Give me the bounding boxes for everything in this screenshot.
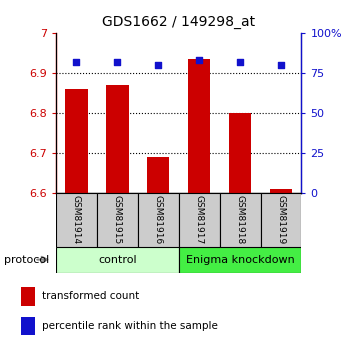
Point [278,62,284,68]
Text: control: control [98,255,136,265]
Bar [147,157,170,193]
Bar [229,113,251,193]
Text: GSM81918: GSM81918 [236,195,244,245]
Text: GSM81919: GSM81919 [277,195,286,245]
Bar [270,189,292,193]
Text: protocol: protocol [4,255,49,265]
Text: percentile rank within the sample: percentile rank within the sample [42,321,218,331]
Bar [219,193,261,247]
Bar [21,317,35,335]
Text: GSM81916: GSM81916 [154,195,163,245]
Point [155,62,161,68]
Bar [106,85,129,193]
Bar [179,193,219,247]
Point [237,59,243,65]
Point [114,59,120,65]
Title: GDS1662 / 149298_at: GDS1662 / 149298_at [102,15,255,29]
Text: GSM81914: GSM81914 [72,195,81,245]
Text: GSM81917: GSM81917 [195,195,204,245]
Text: transformed count: transformed count [42,291,139,301]
Point [74,59,79,65]
Text: Enigma knockdown: Enigma knockdown [186,255,295,265]
Bar [56,247,179,273]
Bar [138,193,179,247]
Bar [188,59,210,193]
Bar [21,287,35,306]
Point [196,57,202,63]
Bar [179,247,301,273]
Bar [56,193,97,247]
Text: GSM81915: GSM81915 [113,195,122,245]
Bar [65,89,88,193]
Bar [97,193,138,247]
Bar [261,193,301,247]
